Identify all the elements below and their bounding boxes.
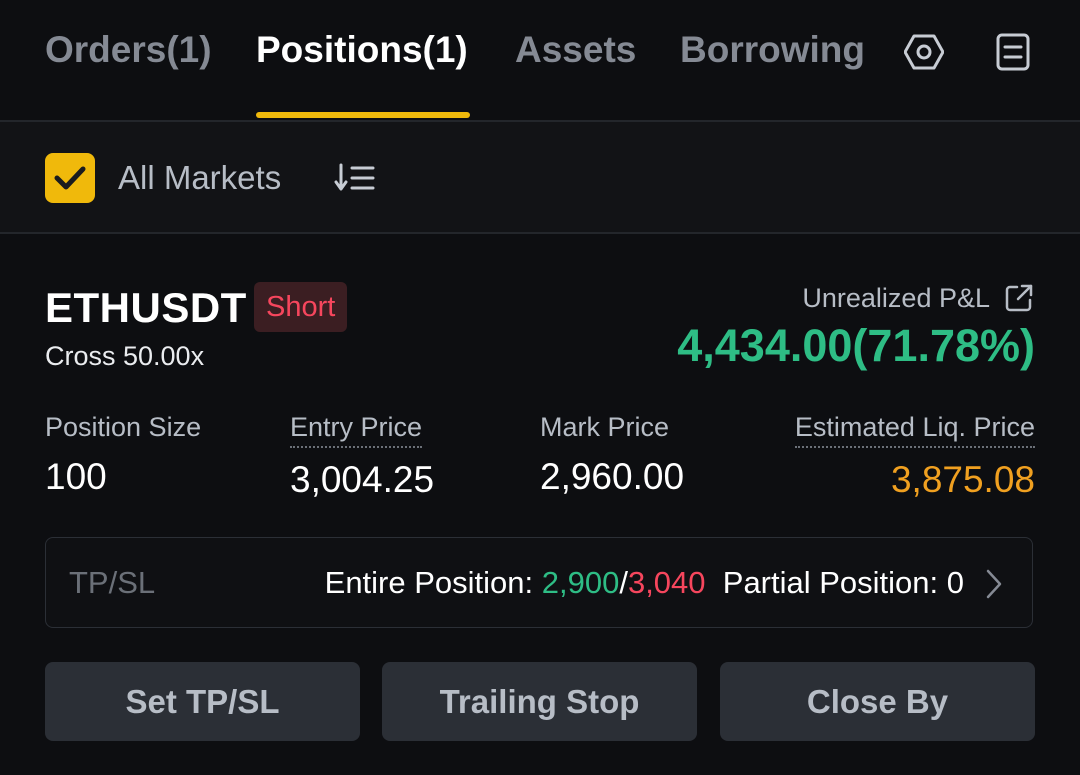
take-profit-value: 2,900 xyxy=(541,565,620,600)
mark-price-label: Mark Price xyxy=(540,412,670,442)
trailing-stop-button[interactable]: Trailing Stop xyxy=(382,662,697,741)
settings-hexagon-icon[interactable] xyxy=(902,30,946,74)
tab-bar: Orders(1) Positions(1) Assets Borrowing xyxy=(0,0,1080,122)
tpsl-separator: / xyxy=(619,565,628,600)
tab-borrowing[interactable]: Borrowing xyxy=(680,29,865,70)
stop-loss-value: 3,040 xyxy=(627,565,706,600)
estimated-liq-price-value: 3,875.08 xyxy=(890,459,1035,500)
unrealized-pnl-label: Unrealized P&L xyxy=(802,283,990,313)
tab-orders[interactable]: Orders(1) xyxy=(45,29,212,70)
unrealized-pnl-value: 4,434.00(71.78%) xyxy=(677,320,1035,371)
check-icon xyxy=(54,166,86,190)
estimated-liq-price-label[interactable]: Estimated Liq. Price xyxy=(794,410,1035,448)
position-size-label: Position Size xyxy=(45,412,202,442)
all-markets-label[interactable]: All Markets xyxy=(118,159,282,196)
partial-position-label: Partial Position: 0 xyxy=(722,565,964,600)
document-list-icon[interactable] xyxy=(991,30,1035,74)
position-side-badge: Short xyxy=(254,282,348,332)
tpsl-row[interactable]: TP/SL Entire Position: 2,900/3,040 Parti… xyxy=(45,537,1033,628)
tpsl-label: TP/SL xyxy=(69,565,156,600)
tab-positions[interactable]: Positions(1) xyxy=(256,29,468,70)
sort-icon[interactable] xyxy=(333,160,377,196)
mark-price-value: 2,960.00 xyxy=(540,456,685,497)
position-symbol[interactable]: ETHUSDT xyxy=(45,284,247,331)
entry-price-label[interactable]: Entry Price xyxy=(290,410,423,448)
filter-bar: All Markets xyxy=(0,122,1080,234)
set-tpsl-button[interactable]: Set TP/SL xyxy=(45,662,360,741)
close-by-button[interactable]: Close By xyxy=(720,662,1035,741)
active-tab-indicator xyxy=(256,112,470,118)
chevron-right-icon xyxy=(986,569,1002,599)
share-external-icon[interactable] xyxy=(1003,282,1035,314)
all-markets-checkbox[interactable] xyxy=(45,153,95,203)
margin-mode-leverage[interactable]: Cross 50.00x xyxy=(45,341,205,371)
entry-price-value: 3,004.25 xyxy=(290,459,435,500)
entire-position-label: Entire Position: xyxy=(324,565,542,600)
tpsl-detail: Entire Position: 2,900/3,040 Partial Pos… xyxy=(325,564,964,602)
tab-assets[interactable]: Assets xyxy=(515,29,637,70)
position-size-value: 100 xyxy=(45,456,107,497)
